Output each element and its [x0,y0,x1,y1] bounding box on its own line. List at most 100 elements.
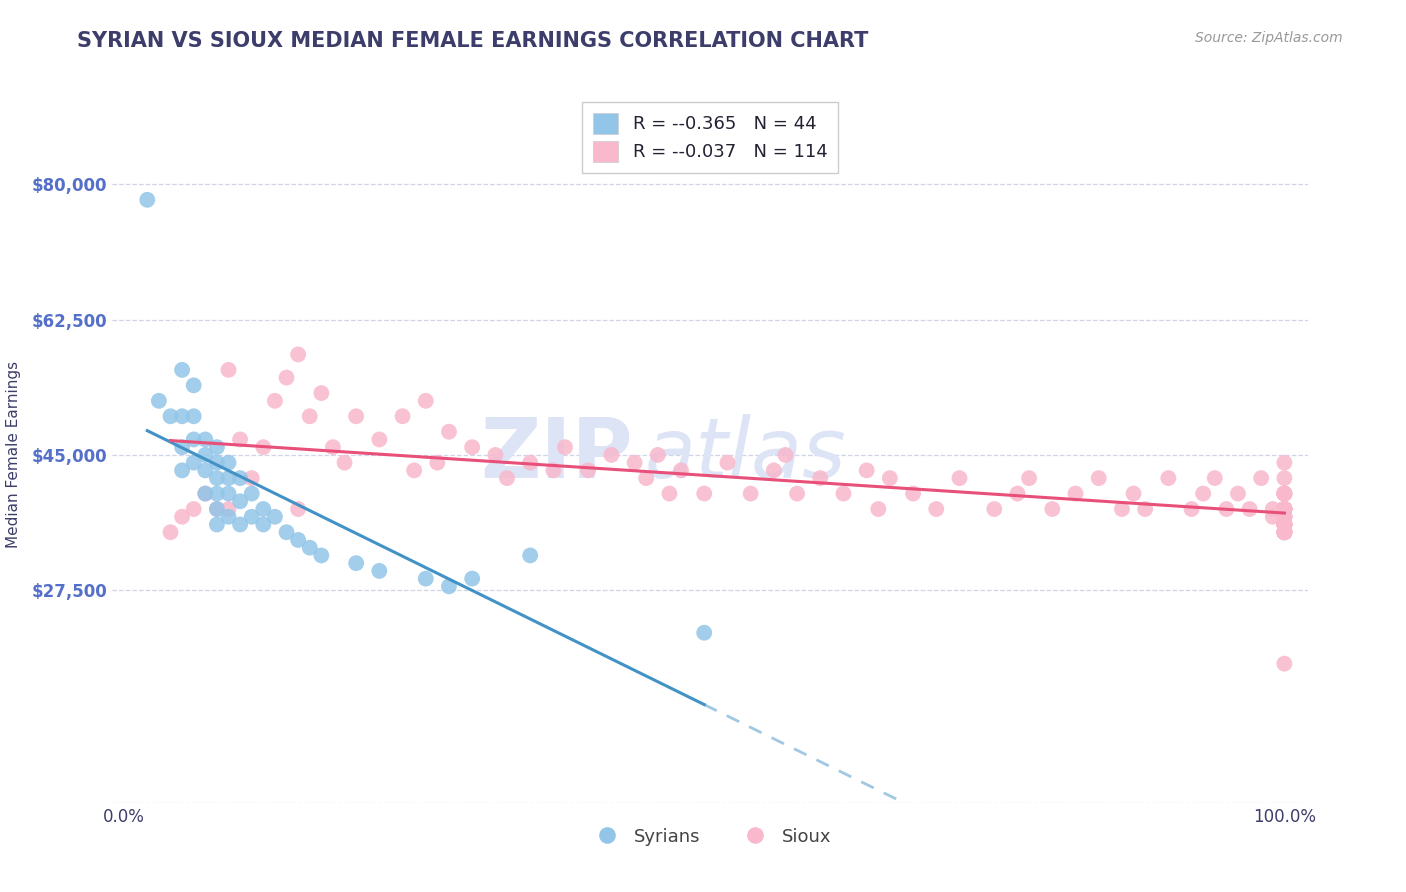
Point [344,556,367,570]
Point [205,502,228,516]
Point [543,463,565,477]
Point [636,471,658,485]
Point [298,409,321,424]
Point [205,471,228,485]
Point [287,533,309,547]
Point [368,564,391,578]
Y-axis label: Median Female Earnings: Median Female Earnings [6,361,21,549]
Point [1272,471,1295,485]
Point [1272,486,1295,500]
Point [484,448,506,462]
Point [437,425,460,439]
Point [1040,502,1063,516]
Point [1064,486,1087,500]
Point [1261,502,1284,516]
Point [172,363,194,377]
Point [1272,509,1295,524]
Point [218,456,240,470]
Point [194,486,217,500]
Point [172,509,194,524]
Point [1239,502,1261,516]
Point [693,625,716,640]
Point [1272,525,1295,540]
Point [159,409,181,424]
Point [1272,502,1295,516]
Point [218,363,240,377]
Point [1018,471,1040,485]
Point [1250,471,1272,485]
Point [1272,502,1295,516]
Point [205,486,228,500]
Point [1133,502,1156,516]
Point [205,440,228,454]
Point [194,463,217,477]
Point [333,456,356,470]
Point [205,502,228,516]
Point [658,486,681,500]
Point [298,541,321,555]
Point [1272,509,1295,524]
Point [252,517,274,532]
Point [1122,486,1144,500]
Point [1272,517,1295,532]
Point [1157,471,1180,485]
Text: ZIP: ZIP [479,415,633,495]
Point [1272,502,1295,516]
Point [391,409,413,424]
Point [855,463,877,477]
Point [1272,517,1295,532]
Point [948,471,970,485]
Point [172,463,194,477]
Point [1204,471,1226,485]
Point [287,502,309,516]
Point [1272,502,1295,516]
Point [404,463,426,477]
Point [461,572,484,586]
Point [901,486,924,500]
Point [1261,509,1284,524]
Point [218,509,240,524]
Point [669,463,692,477]
Point [218,502,240,516]
Point [240,471,263,485]
Point [1272,525,1295,540]
Point [322,440,344,454]
Point [415,572,437,586]
Text: SYRIAN VS SIOUX MEDIAN FEMALE EARNINGS CORRELATION CHART: SYRIAN VS SIOUX MEDIAN FEMALE EARNINGS C… [77,31,869,51]
Point [415,393,437,408]
Point [1087,471,1109,485]
Legend: Syrians, Sioux: Syrians, Sioux [582,821,838,853]
Point [775,448,797,462]
Point [229,471,252,485]
Point [311,386,333,401]
Point [194,486,217,500]
Point [205,517,228,532]
Point [1272,486,1295,500]
Point [264,509,287,524]
Point [183,378,205,392]
Point [1272,502,1295,516]
Point [1272,509,1295,524]
Point [205,456,228,470]
Point [1272,525,1295,540]
Point [1272,502,1295,516]
Point [740,486,762,500]
Point [808,471,831,485]
Point [519,549,541,563]
Point [240,509,263,524]
Point [229,433,252,447]
Point [194,448,217,462]
Point [1192,486,1215,500]
Point [1272,502,1295,516]
Point [832,486,855,500]
Text: atlas: atlas [644,415,846,495]
Point [1272,456,1295,470]
Point [276,525,298,540]
Point [554,440,576,454]
Point [716,456,738,470]
Text: Source: ZipAtlas.com: Source: ZipAtlas.com [1195,31,1343,45]
Point [1272,525,1295,540]
Point [762,463,785,477]
Point [311,549,333,563]
Point [868,502,890,516]
